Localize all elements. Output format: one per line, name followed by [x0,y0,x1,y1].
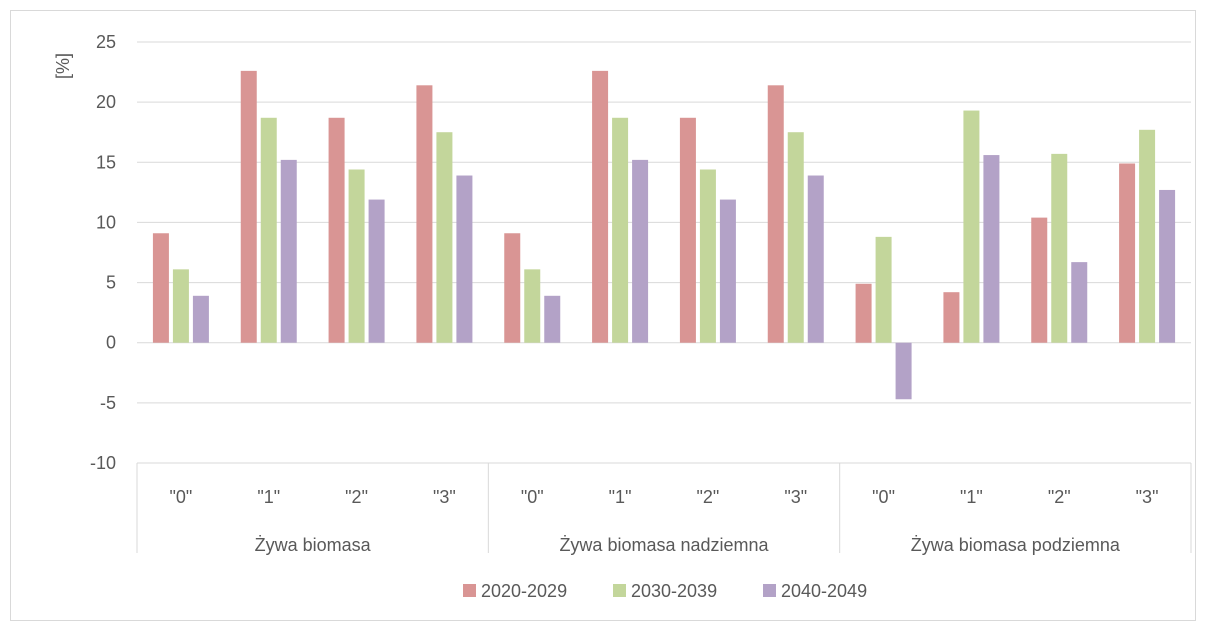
x-tick-label: "2" [1048,487,1071,507]
bar-2030-2039-3 [436,132,453,343]
bar-2030-2039-7 [787,132,804,343]
bar-2030-2039-2 [348,169,365,343]
bar-2020-2029-2 [328,117,345,343]
bar-2040-2049-7 [807,175,824,343]
bar-2020-2029-10 [1031,217,1048,343]
y-tick-label: 15 [96,152,116,172]
bar-2030-2039-6 [699,169,716,343]
y-tick-label: 25 [96,32,116,52]
bar-2040-2049-11 [1159,189,1176,343]
bar-2030-2039-5 [612,117,629,343]
group-label: Żywa biomasa podziemna [911,535,1121,555]
bar-2020-2029-7 [767,85,784,343]
axes: -10 -5 0 5 10 15 20 25 "0" "1" "2" "3" "0" "1" "2" "3" "… [90,32,1192,555]
grid-lines [137,41,1191,464]
x-tick-label: "3" [433,487,456,507]
legend-swatch [763,584,776,597]
legend-entry: 2030-2039 [631,581,717,601]
bar-2040-2049-2 [368,199,385,343]
y-tick-label: 10 [96,212,116,232]
group-label: Żywa biomasa nadziemna [559,535,769,555]
bar-2030-2039-4 [524,269,541,343]
legend-entry: 2020-2029 [481,581,567,601]
bar-2020-2029-8 [855,283,872,343]
legend: 2020-2029 2030-2039 2040-2049 [463,581,867,601]
y-tick-label: -5 [100,393,116,413]
x-tick-label: "3" [784,487,807,507]
bar-2020-2029-11 [1119,163,1136,343]
bar-2030-2039-11 [1139,129,1156,343]
bar-2030-2039-9 [963,110,980,343]
bar-2020-2029-9 [943,292,960,343]
bars [152,70,1176,400]
bar-chart: -10 -5 0 5 10 15 20 25 "0" "1" "2" "3" "0" "1" "2" "3" "… [53,32,1192,601]
bar-2040-2049-6 [719,199,736,343]
x-tick-label: "0" [521,487,544,507]
bar-2040-2049-5 [632,159,649,343]
y-tick-label: -10 [90,453,116,473]
x-tick-label: "1" [960,487,983,507]
y-tick-label: 5 [106,273,116,293]
group-label: Żywa biomasa [255,535,372,555]
bar-2030-2039-8 [875,236,892,343]
x-tick-label: "2" [697,487,720,507]
bar-2030-2039-10 [1051,153,1068,343]
bar-2040-2049-10 [1071,262,1088,343]
bar-2030-2039-0 [172,269,189,343]
bar-2020-2029-5 [592,70,609,343]
bar-2040-2049-1 [280,159,297,343]
y-tick-label: 0 [106,333,116,353]
bar-2020-2029-1 [240,70,257,343]
bar-2020-2029-3 [416,85,433,343]
chart-frame: -10 -5 0 5 10 15 20 25 "0" "1" "2" "3" "0" "1" "2" "3" "… [10,10,1196,621]
legend-swatch [463,584,476,597]
bar-2030-2039-1 [260,117,277,343]
bar-2040-2049-0 [192,295,209,343]
x-tick-label: "0" [872,487,895,507]
y-axis-label: [%] [53,53,73,79]
bar-2040-2049-8 [895,342,912,400]
bar-2040-2049-4 [544,295,561,343]
legend-entry: 2040-2049 [781,581,867,601]
x-tick-label: "1" [609,487,632,507]
x-tick-label: "3" [1136,487,1159,507]
x-tick-label: "2" [345,487,368,507]
x-tick-label: "1" [257,487,280,507]
x-tick-label: "0" [170,487,193,507]
y-tick-label: 20 [96,92,116,112]
legend-swatch [613,584,626,597]
bar-2040-2049-9 [983,155,1000,343]
bar-2020-2029-0 [152,233,169,343]
bar-2040-2049-3 [456,175,473,343]
bar-2020-2029-6 [679,117,696,343]
bar-2020-2029-4 [504,233,521,343]
